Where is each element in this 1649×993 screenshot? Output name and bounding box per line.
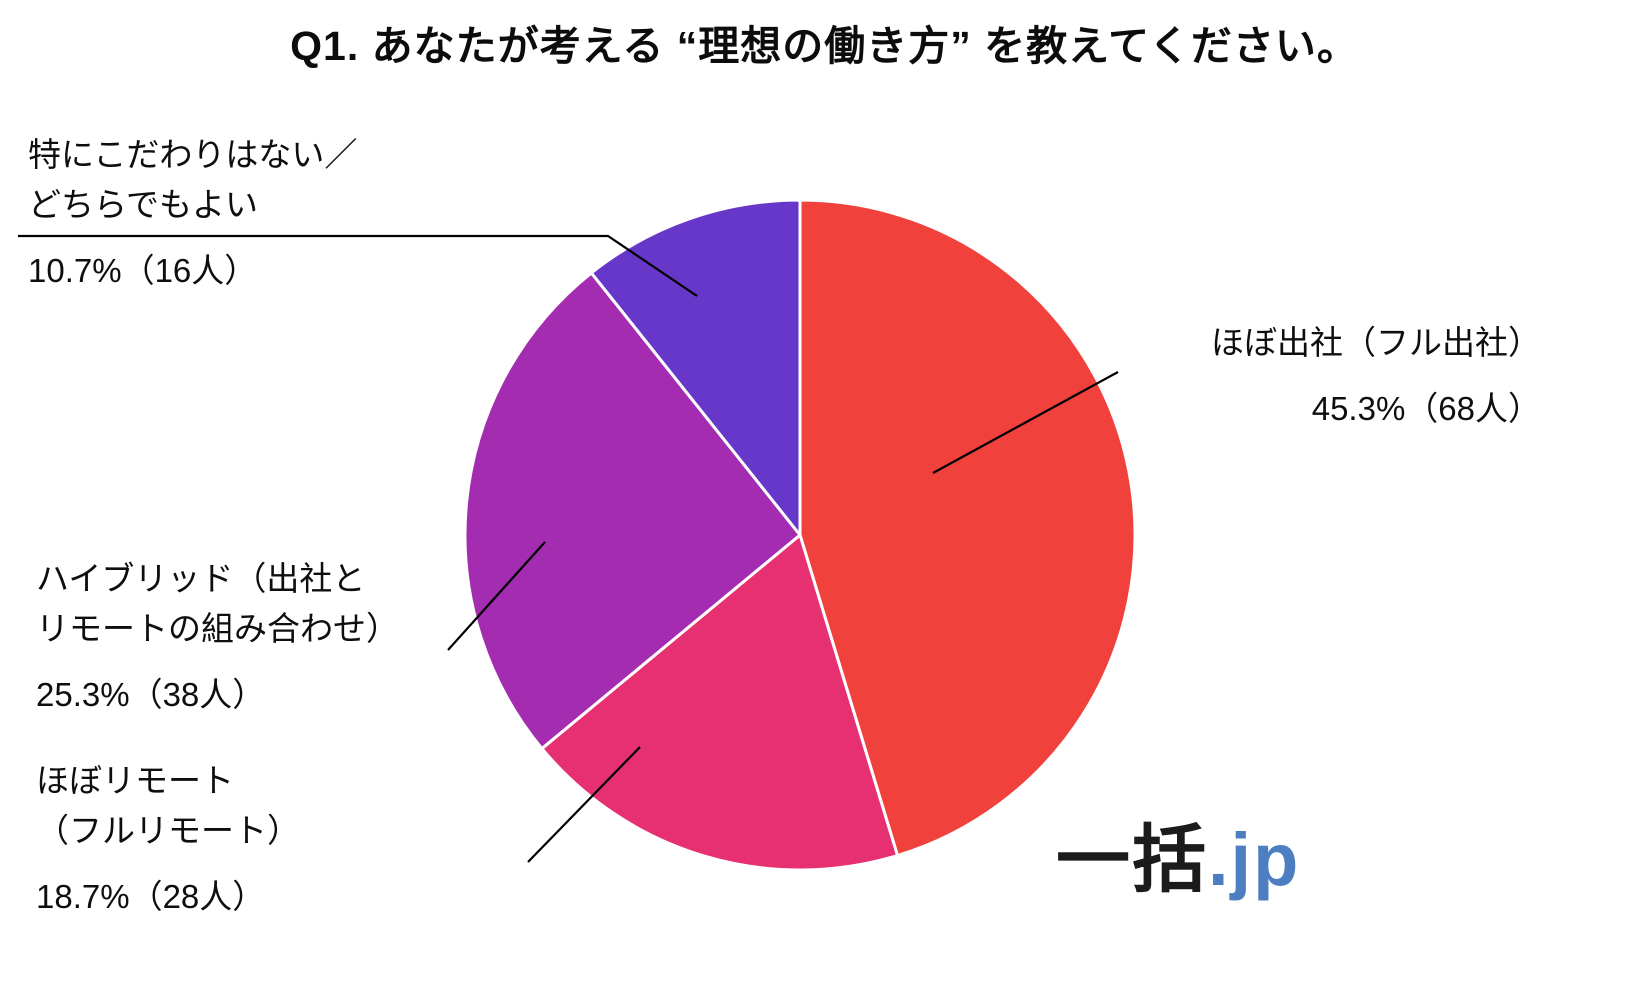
slice-label-no-preference: 特にこだわりはない／ どちらでもよい 10.7%（16人） [28, 130, 357, 296]
slice-label-text: ほぼリモート [36, 762, 234, 799]
pie-slice-0 [798, 198, 1137, 857]
chart-title: Q1. あなたが考える “理想の働き方” を教えてください。 [290, 23, 1359, 69]
slice-label-text: ほぼ出社（フル出社） [1211, 324, 1541, 361]
slice-label-text: どちらでもよい [28, 186, 259, 223]
slice-value-text: 45.3%（68人） [1311, 390, 1541, 427]
leader-line-0 [932, 371, 1119, 474]
slice-label-mostly-office: ほぼ出社（フル出社） 45.3%（68人） [1211, 318, 1541, 434]
ikkatsu-jp-logo: 一括.jp [1056, 800, 1300, 907]
leader-line-3 [18, 234, 698, 297]
slice-label-hybrid: ハイブリッド（出社と リモートの組み合わせ） 25.3%（38人） [36, 554, 399, 720]
slice-value-text: 10.7%（16人） [28, 252, 258, 289]
leader-line-1 [527, 746, 641, 863]
slice-label-text: （フルリモート） [36, 812, 300, 849]
slice-label-text: ハイブリッド（出社と [36, 560, 366, 597]
slice-value-text: 25.3%（38人） [36, 676, 266, 713]
pie-slice-2 [463, 271, 802, 751]
leader-line-2 [447, 541, 546, 651]
logo-text-ikkatsu: 一括 [1056, 818, 1208, 901]
pie-slice-1 [540, 533, 899, 872]
slice-value-text: 18.7%（28人） [36, 878, 266, 915]
pie-slice-3 [589, 198, 802, 537]
slice-label-mostly-remote: ほぼリモート （フルリモート） 18.7%（28人） [36, 756, 300, 922]
slice-label-text: リモートの組み合わせ） [36, 610, 399, 647]
slice-label-text: 特にこだわりはない／ [28, 136, 358, 173]
logo-text-jp: .jp [1208, 818, 1301, 901]
